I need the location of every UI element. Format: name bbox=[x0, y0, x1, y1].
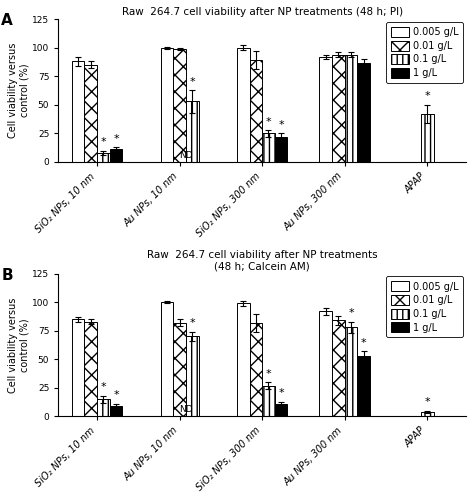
Bar bbox=[250, 322, 262, 416]
Text: *: * bbox=[424, 398, 430, 407]
Bar bbox=[319, 57, 332, 162]
Y-axis label: Cell viability versus
control (%): Cell viability versus control (%) bbox=[8, 43, 29, 138]
Text: ND: ND bbox=[179, 405, 193, 414]
Legend: 0.005 g/L, 0.01 g/L, 0.1 g/L, 1 g/L: 0.005 g/L, 0.01 g/L, 0.1 g/L, 1 g/L bbox=[386, 22, 463, 83]
Bar bbox=[110, 406, 123, 416]
Text: *: * bbox=[113, 390, 119, 400]
Bar bbox=[262, 386, 275, 416]
Bar bbox=[250, 60, 262, 162]
Bar bbox=[97, 153, 110, 162]
Bar bbox=[72, 62, 85, 162]
Text: *: * bbox=[190, 76, 195, 86]
Bar bbox=[237, 48, 250, 162]
Bar bbox=[262, 134, 275, 162]
Bar bbox=[161, 302, 173, 416]
Text: *: * bbox=[113, 134, 119, 143]
Text: *: * bbox=[101, 382, 106, 392]
Text: *: * bbox=[101, 137, 106, 147]
Bar bbox=[421, 412, 434, 416]
Bar bbox=[161, 48, 173, 162]
Title: Raw  264.7 cell viability after NP treatments (48 h; PI): Raw 264.7 cell viability after NP treatm… bbox=[122, 7, 403, 17]
Text: *: * bbox=[190, 318, 195, 328]
Bar bbox=[319, 311, 332, 416]
Bar bbox=[97, 400, 110, 416]
Bar bbox=[237, 303, 250, 416]
Text: B: B bbox=[1, 268, 13, 283]
Bar bbox=[85, 322, 97, 416]
Text: *: * bbox=[424, 92, 430, 102]
Text: *: * bbox=[361, 338, 367, 348]
Bar bbox=[275, 404, 288, 416]
Text: *: * bbox=[278, 388, 284, 398]
Bar bbox=[332, 320, 345, 416]
Bar bbox=[345, 54, 357, 162]
Bar bbox=[345, 327, 357, 416]
Bar bbox=[72, 319, 85, 416]
Title: Raw  264.7 cell viability after NP treatments
(48 h; Calcein AM): Raw 264.7 cell viability after NP treatm… bbox=[147, 250, 377, 272]
Bar bbox=[110, 150, 123, 162]
Text: *: * bbox=[266, 368, 272, 378]
Text: *: * bbox=[266, 116, 272, 126]
Legend: 0.005 g/L, 0.01 g/L, 0.1 g/L, 1 g/L: 0.005 g/L, 0.01 g/L, 0.1 g/L, 1 g/L bbox=[386, 276, 463, 338]
Bar bbox=[85, 65, 97, 162]
Text: ND: ND bbox=[179, 150, 193, 160]
Text: A: A bbox=[1, 14, 13, 28]
Text: *: * bbox=[278, 120, 284, 130]
Text: *: * bbox=[348, 308, 354, 318]
Bar bbox=[357, 62, 370, 162]
Bar bbox=[186, 102, 199, 162]
Bar bbox=[421, 114, 434, 162]
Bar bbox=[332, 54, 345, 162]
Bar bbox=[186, 336, 199, 416]
Y-axis label: Cell viability versus
control (%): Cell viability versus control (%) bbox=[8, 298, 29, 392]
Bar bbox=[357, 356, 370, 416]
Bar bbox=[173, 322, 186, 416]
Bar bbox=[173, 49, 186, 162]
Bar bbox=[275, 137, 288, 162]
